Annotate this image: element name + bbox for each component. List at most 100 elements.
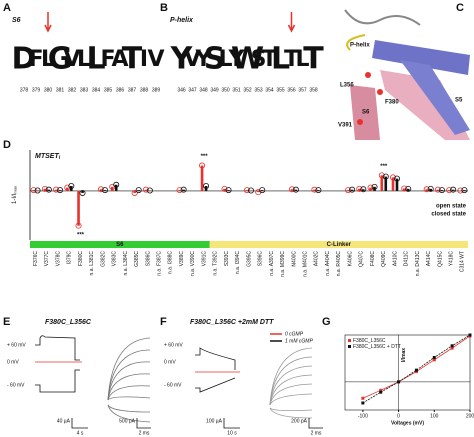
bar [429,188,432,191]
bar [77,190,80,226]
logo-letter: D [12,42,37,77]
bar [358,188,361,191]
logo-letter: T [303,42,324,77]
point [367,184,374,191]
bar [447,190,451,191]
bar [313,189,316,191]
bar [391,177,395,191]
x-tick-label: V391C [201,251,207,267]
position-label: 350 [221,87,230,93]
scale-label: 10 s [227,430,237,436]
x-tick-label: -100 [358,413,368,419]
bar [395,178,399,191]
x-tick-label: 200 [466,413,474,419]
legend-entry: closed state [431,212,466,218]
logo-letter: L [77,47,91,72]
legend-entry: 0 cGMP [285,331,304,337]
bar [110,186,114,191]
bar [245,190,249,191]
position-label: 353 [254,87,263,93]
legend-entry: F380C_L356C + DTT [353,344,401,350]
point [427,185,434,192]
point [457,187,464,194]
voltage-label: - 60 mV [7,382,25,388]
structure-label: F380 [385,100,399,106]
point [345,187,352,194]
y-axis-label: I/Imax [401,348,407,362]
point [142,186,149,193]
arrow [44,12,52,33]
point [311,186,318,193]
bar [103,190,107,191]
position-label: 378 [20,87,29,93]
x-tick-label: S393C [224,251,230,267]
position-label: 381 [56,87,65,93]
point [378,172,385,179]
logo-letter: L [41,47,55,72]
point [315,187,322,194]
voltage-label: + 60 mV [7,342,26,348]
structure-label: S6 [362,110,370,116]
logo-letter: T [122,42,143,77]
logo-letter: L [271,42,290,77]
scale-label: 2 ms [139,430,150,436]
point [397,380,401,384]
bar [99,189,103,191]
point [98,186,105,193]
bar [406,188,410,191]
bar [440,190,444,191]
significance: *** [201,154,209,160]
point [79,189,86,196]
point [438,187,445,194]
panel-title: F380C_L356C +2mM DTT [190,319,274,326]
x-tick-label: F380C [78,251,84,266]
position-label: 385 [104,87,113,93]
panel-label: D [3,139,11,151]
legend-entry: F380C_L356C [353,338,386,344]
bar [178,190,181,191]
point [135,187,142,194]
position-label: 384 [92,87,101,93]
point [53,186,60,193]
point [57,187,64,194]
point [468,333,472,337]
x-axis-label: Voltages (mV) [391,420,424,426]
logo-letter: T [262,47,277,72]
x-tick-label: n.a. A404C [325,251,331,276]
point [64,184,71,191]
point [371,183,378,190]
x-tick-label: D411C [404,251,410,267]
position-label: 388 [140,87,149,93]
point [405,185,412,192]
region-label: C-Linker [327,242,352,248]
bar [317,190,320,191]
point [68,182,75,189]
logo-letter: Y [228,47,246,72]
bar [294,189,298,191]
scale-label: 200 pA [291,418,308,424]
x-tick-label: C314 WT [460,251,466,272]
point [247,187,254,194]
plot-frame [344,334,471,411]
bar [58,190,62,191]
position-label: 357 [298,87,307,93]
x-tick-label: Q409C [381,251,387,267]
x-tick-label: 100 [430,413,439,419]
bar [43,188,47,191]
region-bar [209,241,468,248]
x-tick-label: V389C [179,251,185,267]
voltage-label: 0 mV [164,359,176,365]
point [243,187,250,194]
y-axis-label: 1-I/Imax [12,186,18,204]
x-tick-label: F408C [370,251,376,266]
bar [350,189,354,191]
legend-entry: open state [436,204,467,210]
x-tick-label: V383C [112,251,118,267]
bar [436,189,440,191]
bar [144,189,148,191]
x-tick-label: N400C [291,251,297,267]
x-tick-label: n.a. M401C [302,251,308,277]
logo-letter: A [111,47,128,72]
x-tick-label: n.a. D413C [415,251,421,277]
